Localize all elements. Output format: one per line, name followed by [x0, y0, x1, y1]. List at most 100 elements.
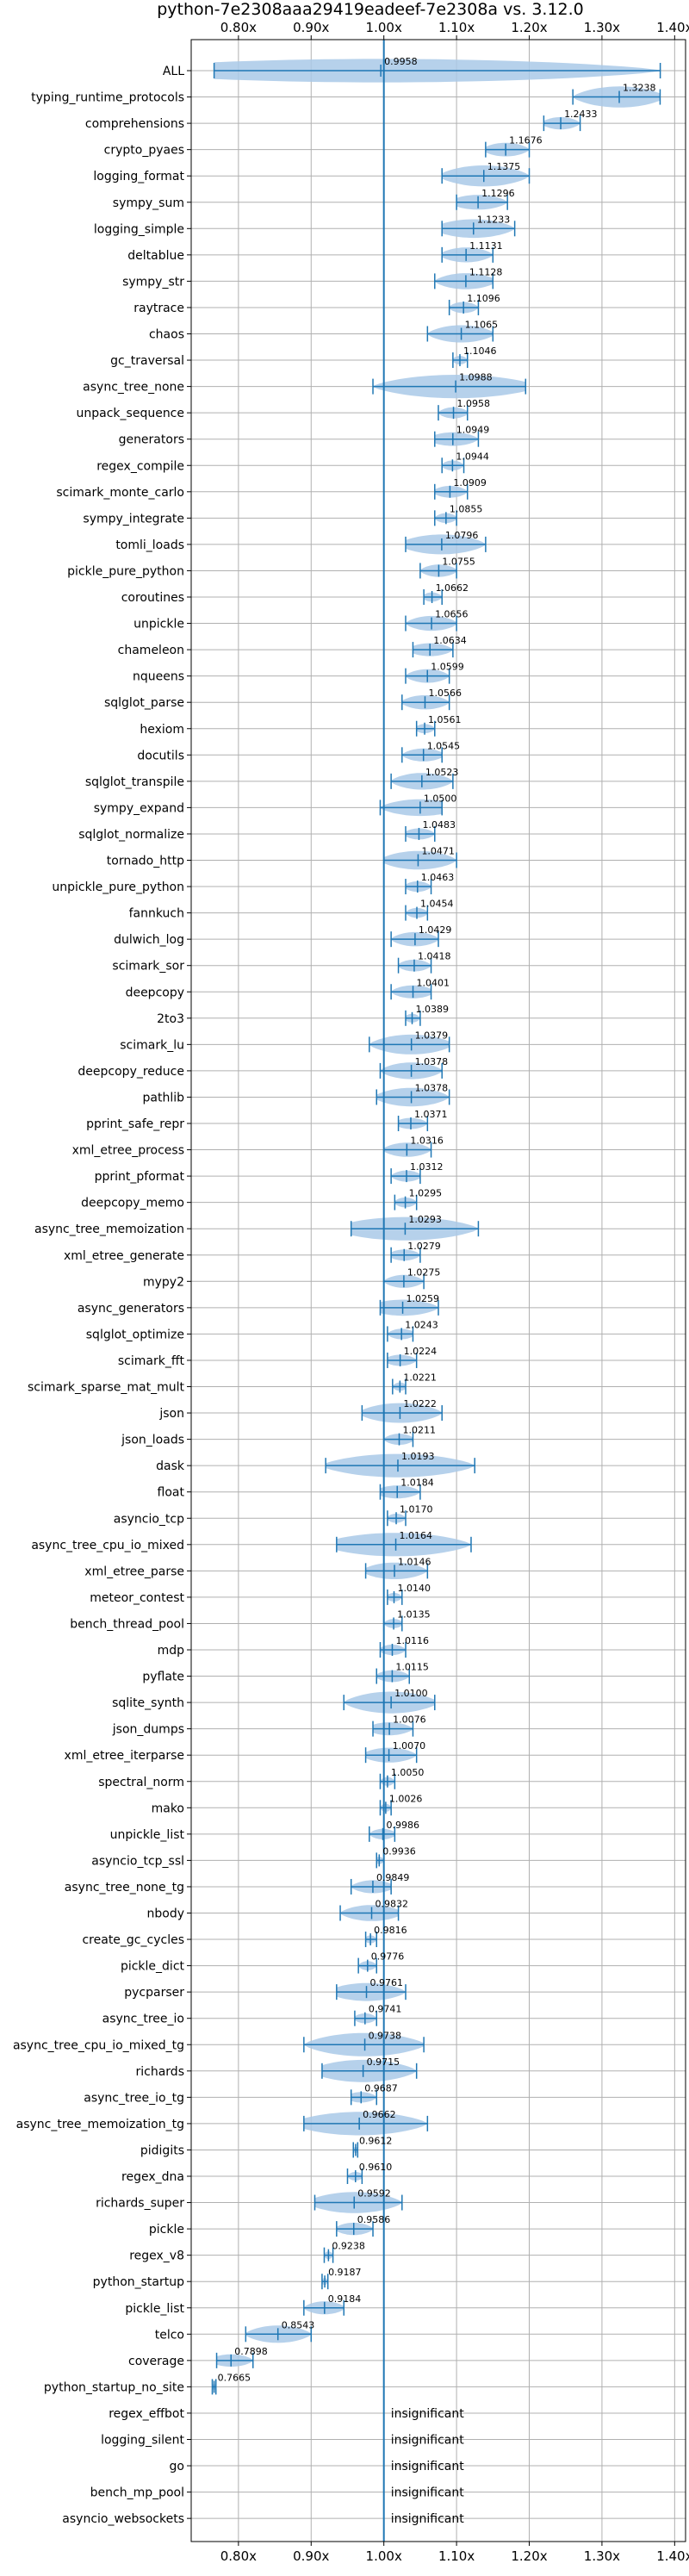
- benchmark-name: pickle: [149, 2223, 184, 2237]
- benchmark-name: deltablue: [127, 249, 184, 263]
- benchmark-name: scimark_fft: [118, 1354, 185, 1368]
- value-label: 1.0275: [407, 1266, 441, 1278]
- benchmark-name: unpickle: [133, 618, 184, 632]
- value-label: 1.0222: [403, 1398, 437, 1409]
- benchmark-name: coverage: [128, 2355, 184, 2368]
- value-label: 1.0429: [419, 924, 452, 936]
- value-label: 1.0211: [403, 1425, 437, 1436]
- benchmark-name: gc_traversal: [110, 354, 184, 368]
- benchmark-name: pickle_list: [125, 2302, 184, 2316]
- value-label: 1.0599: [431, 662, 463, 673]
- x-tick-label-bottom: 1.20x: [511, 2548, 547, 2564]
- value-label: 1.1131: [469, 240, 503, 252]
- benchmark-name: raytrace: [133, 302, 184, 315]
- value-label: 1.0561: [428, 714, 461, 725]
- x-tick-label-top: 1.10x: [438, 20, 475, 35]
- benchmark-name: 2to3: [157, 1012, 184, 1026]
- benchmark-name: scimark_sparse_mat_mult: [28, 1381, 184, 1395]
- benchmark-name: pathlib: [143, 1091, 185, 1104]
- benchmark-name: asyncio_websockets: [62, 2512, 184, 2526]
- benchmark-name: sympy_expand: [94, 801, 184, 815]
- benchmark-name: json: [158, 1407, 184, 1421]
- benchmark-name: python_startup: [93, 2275, 184, 2289]
- value-label: 1.0634: [433, 635, 467, 646]
- value-label: 1.1128: [469, 266, 503, 277]
- value-label: 0.9832: [376, 1899, 409, 1910]
- value-label: 1.0164: [400, 1530, 433, 1541]
- value-label: 1.0312: [410, 1161, 444, 1173]
- benchmark-name: sqlglot_optimize: [86, 1328, 184, 1341]
- benchmark-name: json_loads: [121, 1434, 184, 1447]
- insignificant-label: insignificant: [391, 2460, 465, 2473]
- value-label: 1.0656: [435, 609, 469, 620]
- benchmark-name: deepcopy: [126, 986, 184, 999]
- value-label: 1.0293: [408, 1214, 442, 1225]
- benchmark-name: dask: [156, 1459, 185, 1473]
- value-label: 1.0243: [405, 1319, 438, 1330]
- value-label: 1.0371: [414, 1109, 448, 1120]
- benchmark-name: regex_compile: [96, 459, 184, 473]
- benchmark-name: nbody: [147, 1907, 185, 1921]
- value-label: 0.9738: [369, 2030, 402, 2041]
- benchmark-name: async_tree_io_tg: [84, 2091, 184, 2105]
- benchmark-name: xml_etree_iterparse: [65, 1749, 184, 1763]
- benchmark-name: async_tree_memoization_tg: [16, 2118, 184, 2131]
- value-label: 0.9741: [369, 2004, 402, 2015]
- value-label: 0.9986: [387, 1820, 420, 1831]
- benchmark-name: typing_runtime_protocols: [31, 91, 184, 105]
- value-label: 1.1296: [481, 188, 515, 199]
- value-label: 0.7898: [234, 2346, 268, 2357]
- value-label: 1.1096: [467, 293, 500, 304]
- value-label: 1.0958: [457, 398, 491, 409]
- value-label: 1.0483: [422, 819, 455, 831]
- value-label: 1.0221: [403, 1372, 437, 1384]
- benchmark-name: logging_simple: [94, 222, 184, 236]
- benchmark-name: meteor_contest: [90, 1591, 184, 1605]
- axis-layer: 0.80x 0.80x 0.90x 0.90x 1.00x 1.00x 1.10x 1.10x…: [13, 20, 689, 2564]
- value-label: 1.0026: [389, 1793, 423, 1804]
- value-label: 1.0116: [395, 1635, 429, 1646]
- value-label: 1.0170: [400, 1503, 433, 1515]
- value-label: 1.0418: [418, 951, 451, 962]
- benchmark-name: pprint_pformat: [95, 1170, 185, 1184]
- benchmark-name: nqueens: [133, 670, 184, 684]
- value-label: 1.3238: [623, 83, 656, 94]
- x-tick-label-bottom: 1.30x: [584, 2548, 620, 2564]
- value-label: 0.9849: [376, 1872, 410, 1883]
- benchmark-name: unpickle_list: [110, 1828, 185, 1842]
- benchmark-name: regex_dna: [121, 2170, 184, 2184]
- value-label: 1.0378: [415, 1056, 449, 1067]
- insignificant-label: insignificant: [391, 2512, 465, 2526]
- benchmark-name: scimark_sor: [112, 960, 184, 974]
- benchmark-name: scimark_lu: [120, 1038, 184, 1052]
- value-label: 0.9816: [374, 1925, 407, 1936]
- x-tick-label-bottom: 1.00x: [366, 2548, 402, 2564]
- value-label: 1.1233: [477, 214, 511, 225]
- benchmark-name: richards_super: [96, 2197, 184, 2211]
- value-label: 1.0454: [420, 899, 454, 910]
- value-label: 1.0378: [415, 1082, 449, 1093]
- benchmark-name: pickle_dict: [121, 1960, 185, 1974]
- x-tick-label-top: 1.00x: [366, 20, 402, 35]
- benchmark-name: pyflate: [142, 1671, 184, 1684]
- benchmark-name: async_tree_none: [83, 381, 184, 395]
- benchmark-name: telco: [155, 2328, 184, 2342]
- benchmark-name: unpickle_pure_python: [52, 880, 184, 894]
- benchmark-name: ALL: [163, 65, 184, 78]
- value-label: 1.0401: [417, 977, 450, 988]
- x-tick-label-top: 1.20x: [511, 20, 547, 35]
- value-label: 0.9776: [371, 1951, 405, 1963]
- value-label: 1.1065: [465, 320, 499, 331]
- benchmark-name: pickle_pure_python: [67, 564, 184, 578]
- label-layer: 0.9958 1.3238 1.2433 1.1676 1.1375 1.1296 1.12…: [218, 56, 656, 2526]
- benchmark-name: create_gc_cycles: [82, 1933, 184, 1947]
- value-label: 1.0566: [428, 688, 462, 699]
- benchmark-name: json_dumps: [112, 1723, 184, 1737]
- value-label: 1.0944: [456, 451, 489, 462]
- benchmark-name: sqlglot_normalize: [78, 828, 184, 842]
- benchmark-name: scimark_monte_carlo: [56, 486, 184, 500]
- benchmark-name: comprehensions: [85, 117, 184, 131]
- value-label: 1.1676: [509, 135, 543, 146]
- violin-layer: [211, 40, 661, 2542]
- value-label: 1.0100: [394, 1688, 428, 1699]
